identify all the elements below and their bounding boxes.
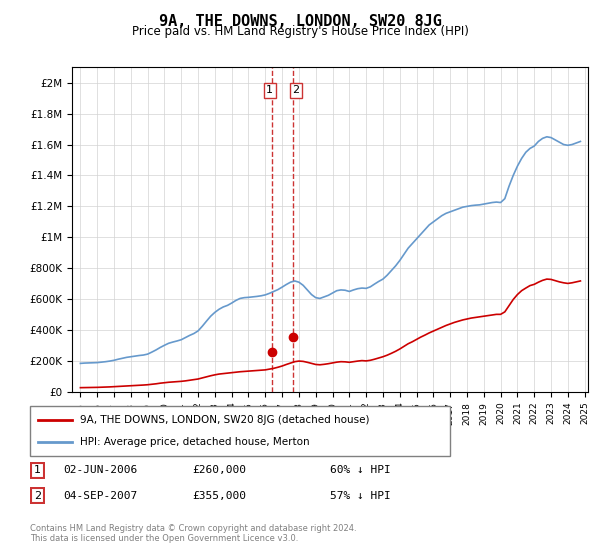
Text: Contains HM Land Registry data © Crown copyright and database right 2024.
This d: Contains HM Land Registry data © Crown c… <box>30 524 356 543</box>
Text: 04-SEP-2007: 04-SEP-2007 <box>63 491 137 501</box>
FancyBboxPatch shape <box>31 488 44 503</box>
Text: 02-JUN-2006: 02-JUN-2006 <box>63 465 137 475</box>
Text: 1: 1 <box>266 86 274 95</box>
Text: 60% ↓ HPI: 60% ↓ HPI <box>330 465 391 475</box>
FancyBboxPatch shape <box>30 406 450 456</box>
Text: 1: 1 <box>34 465 41 475</box>
FancyBboxPatch shape <box>31 463 44 478</box>
Text: 57% ↓ HPI: 57% ↓ HPI <box>330 491 391 501</box>
Text: 2: 2 <box>292 86 299 95</box>
Text: £260,000: £260,000 <box>192 465 246 475</box>
Text: 2: 2 <box>34 491 41 501</box>
Text: £355,000: £355,000 <box>192 491 246 501</box>
Text: HPI: Average price, detached house, Merton: HPI: Average price, detached house, Mert… <box>80 437 310 447</box>
Text: 9A, THE DOWNS, LONDON, SW20 8JG: 9A, THE DOWNS, LONDON, SW20 8JG <box>158 14 442 29</box>
Text: 9A, THE DOWNS, LONDON, SW20 8JG (detached house): 9A, THE DOWNS, LONDON, SW20 8JG (detache… <box>80 415 370 425</box>
Text: Price paid vs. HM Land Registry's House Price Index (HPI): Price paid vs. HM Land Registry's House … <box>131 25 469 38</box>
